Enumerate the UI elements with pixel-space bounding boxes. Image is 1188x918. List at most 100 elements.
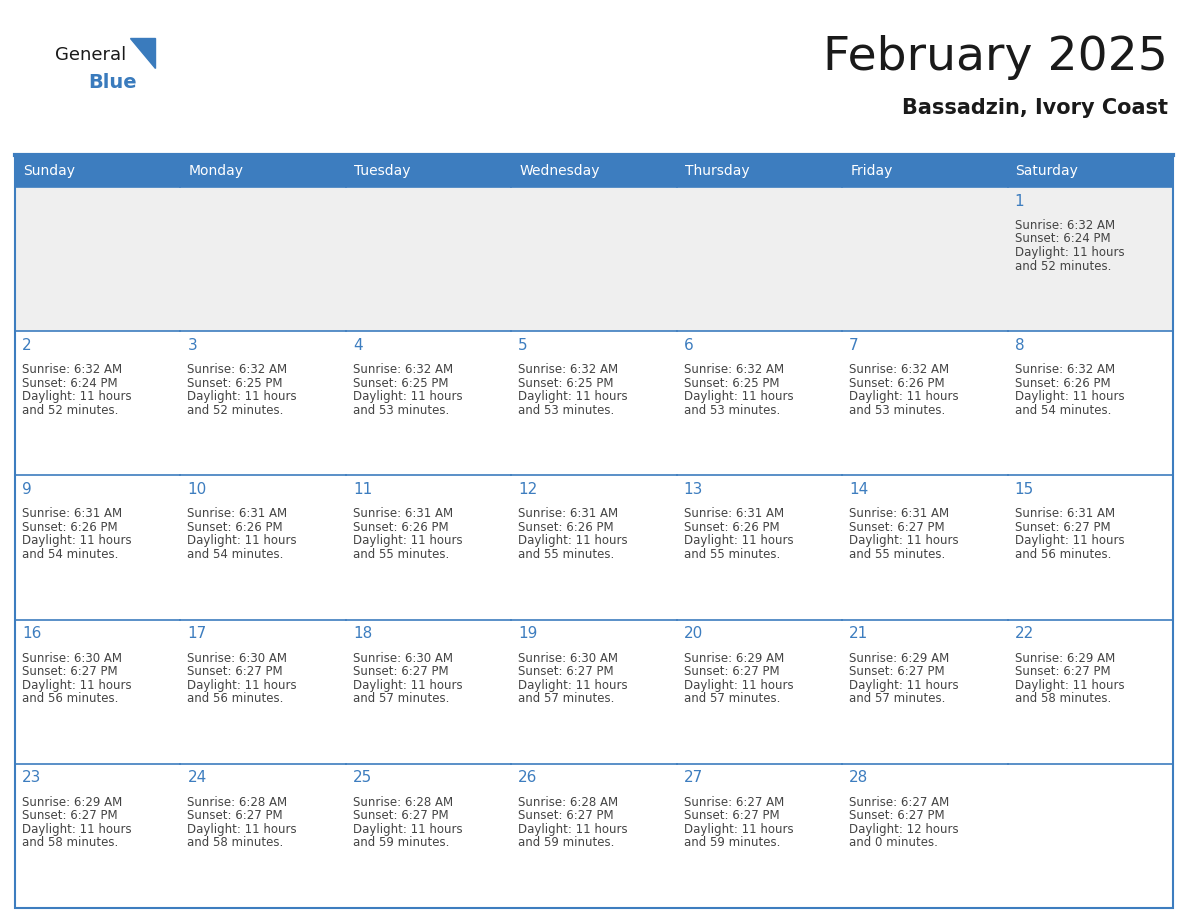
Text: and 55 minutes.: and 55 minutes. — [849, 548, 946, 561]
Text: and 58 minutes.: and 58 minutes. — [1015, 692, 1111, 705]
Text: 10: 10 — [188, 482, 207, 497]
Text: Sunset: 6:27 PM: Sunset: 6:27 PM — [518, 810, 614, 823]
Text: 23: 23 — [23, 770, 42, 785]
Text: Sunrise: 6:30 AM: Sunrise: 6:30 AM — [353, 652, 453, 665]
Text: Sunset: 6:27 PM: Sunset: 6:27 PM — [188, 810, 283, 823]
Bar — [181, 764, 346, 908]
Text: Sunset: 6:25 PM: Sunset: 6:25 PM — [684, 376, 779, 390]
Text: Daylight: 11 hours: Daylight: 11 hours — [1015, 246, 1124, 259]
Text: 20: 20 — [684, 626, 703, 641]
Text: Daylight: 11 hours: Daylight: 11 hours — [849, 534, 959, 547]
Bar — [842, 155, 1007, 187]
Text: and 56 minutes.: and 56 minutes. — [188, 692, 284, 705]
Text: Daylight: 11 hours: Daylight: 11 hours — [353, 678, 462, 691]
Text: Sunset: 6:27 PM: Sunset: 6:27 PM — [849, 666, 944, 678]
Bar — [346, 331, 511, 476]
Text: 9: 9 — [23, 482, 32, 497]
Text: and 55 minutes.: and 55 minutes. — [684, 548, 781, 561]
Text: Sunset: 6:27 PM: Sunset: 6:27 PM — [23, 666, 118, 678]
Text: 21: 21 — [849, 626, 868, 641]
Text: Sunset: 6:24 PM: Sunset: 6:24 PM — [1015, 232, 1111, 245]
Text: 8: 8 — [1015, 338, 1024, 353]
Text: 6: 6 — [684, 338, 694, 353]
Text: Sunset: 6:25 PM: Sunset: 6:25 PM — [518, 376, 614, 390]
Text: and 52 minutes.: and 52 minutes. — [23, 404, 119, 417]
Bar — [842, 331, 1007, 476]
Text: and 53 minutes.: and 53 minutes. — [684, 404, 781, 417]
Text: Sunset: 6:27 PM: Sunset: 6:27 PM — [23, 810, 118, 823]
Text: and 54 minutes.: and 54 minutes. — [188, 548, 284, 561]
Text: and 57 minutes.: and 57 minutes. — [684, 692, 781, 705]
Text: Sunrise: 6:27 AM: Sunrise: 6:27 AM — [849, 796, 949, 809]
Bar — [15, 620, 181, 764]
Text: Sunrise: 6:30 AM: Sunrise: 6:30 AM — [23, 652, 122, 665]
Text: Blue: Blue — [88, 73, 137, 92]
Text: Thursday: Thursday — [684, 164, 750, 178]
Bar — [842, 764, 1007, 908]
Text: and 53 minutes.: and 53 minutes. — [518, 404, 614, 417]
Bar — [677, 187, 842, 331]
Bar — [677, 620, 842, 764]
Text: and 59 minutes.: and 59 minutes. — [518, 836, 614, 849]
Text: 19: 19 — [518, 626, 538, 641]
Text: Daylight: 11 hours: Daylight: 11 hours — [1015, 390, 1124, 403]
Text: Friday: Friday — [851, 164, 892, 178]
Text: Sunrise: 6:32 AM: Sunrise: 6:32 AM — [684, 364, 784, 376]
Text: and 58 minutes.: and 58 minutes. — [188, 836, 284, 849]
Text: and 53 minutes.: and 53 minutes. — [353, 404, 449, 417]
Bar — [15, 764, 181, 908]
Text: Daylight: 11 hours: Daylight: 11 hours — [188, 823, 297, 835]
Text: Daylight: 11 hours: Daylight: 11 hours — [849, 678, 959, 691]
Text: Sunset: 6:27 PM: Sunset: 6:27 PM — [684, 666, 779, 678]
Text: Sunrise: 6:31 AM: Sunrise: 6:31 AM — [518, 508, 619, 521]
Text: Saturday: Saturday — [1016, 164, 1079, 178]
Text: 25: 25 — [353, 770, 372, 785]
Text: Daylight: 11 hours: Daylight: 11 hours — [518, 534, 628, 547]
Text: and 52 minutes.: and 52 minutes. — [1015, 260, 1111, 273]
Text: 15: 15 — [1015, 482, 1034, 497]
Text: General: General — [55, 46, 126, 64]
Text: Sunrise: 6:28 AM: Sunrise: 6:28 AM — [518, 796, 619, 809]
Text: 14: 14 — [849, 482, 868, 497]
Text: 13: 13 — [684, 482, 703, 497]
Text: Sunset: 6:26 PM: Sunset: 6:26 PM — [353, 521, 449, 534]
Text: Daylight: 12 hours: Daylight: 12 hours — [849, 823, 959, 835]
Text: Daylight: 11 hours: Daylight: 11 hours — [353, 390, 462, 403]
Text: Sunrise: 6:29 AM: Sunrise: 6:29 AM — [684, 652, 784, 665]
Text: Sunset: 6:26 PM: Sunset: 6:26 PM — [23, 521, 118, 534]
Bar — [1007, 620, 1173, 764]
Text: Sunset: 6:26 PM: Sunset: 6:26 PM — [518, 521, 614, 534]
Text: 28: 28 — [849, 770, 868, 785]
Polygon shape — [129, 38, 154, 68]
Text: and 54 minutes.: and 54 minutes. — [23, 548, 119, 561]
Text: Daylight: 11 hours: Daylight: 11 hours — [684, 534, 794, 547]
Text: Sunrise: 6:29 AM: Sunrise: 6:29 AM — [1015, 652, 1114, 665]
Text: 11: 11 — [353, 482, 372, 497]
Bar — [511, 187, 677, 331]
Text: Bassadzin, Ivory Coast: Bassadzin, Ivory Coast — [902, 98, 1168, 118]
Bar — [181, 155, 346, 187]
Text: Daylight: 11 hours: Daylight: 11 hours — [684, 390, 794, 403]
Text: 5: 5 — [518, 338, 527, 353]
Text: and 56 minutes.: and 56 minutes. — [23, 692, 119, 705]
Bar — [677, 331, 842, 476]
Text: February 2025: February 2025 — [823, 36, 1168, 81]
Text: Sunset: 6:27 PM: Sunset: 6:27 PM — [1015, 521, 1111, 534]
Text: Sunrise: 6:31 AM: Sunrise: 6:31 AM — [23, 508, 122, 521]
Bar — [181, 620, 346, 764]
Text: and 52 minutes.: and 52 minutes. — [188, 404, 284, 417]
Bar — [511, 764, 677, 908]
Bar — [511, 155, 677, 187]
Text: Sunrise: 6:32 AM: Sunrise: 6:32 AM — [1015, 364, 1114, 376]
Bar — [1007, 331, 1173, 476]
Text: Sunrise: 6:30 AM: Sunrise: 6:30 AM — [188, 652, 287, 665]
Text: Daylight: 11 hours: Daylight: 11 hours — [518, 823, 628, 835]
Text: Sunset: 6:27 PM: Sunset: 6:27 PM — [353, 666, 449, 678]
Text: 17: 17 — [188, 626, 207, 641]
Bar — [181, 476, 346, 620]
Text: 3: 3 — [188, 338, 197, 353]
Text: Sunrise: 6:28 AM: Sunrise: 6:28 AM — [188, 796, 287, 809]
Text: Sunrise: 6:32 AM: Sunrise: 6:32 AM — [518, 364, 619, 376]
Text: and 56 minutes.: and 56 minutes. — [1015, 548, 1111, 561]
Text: Sunset: 6:26 PM: Sunset: 6:26 PM — [849, 376, 944, 390]
